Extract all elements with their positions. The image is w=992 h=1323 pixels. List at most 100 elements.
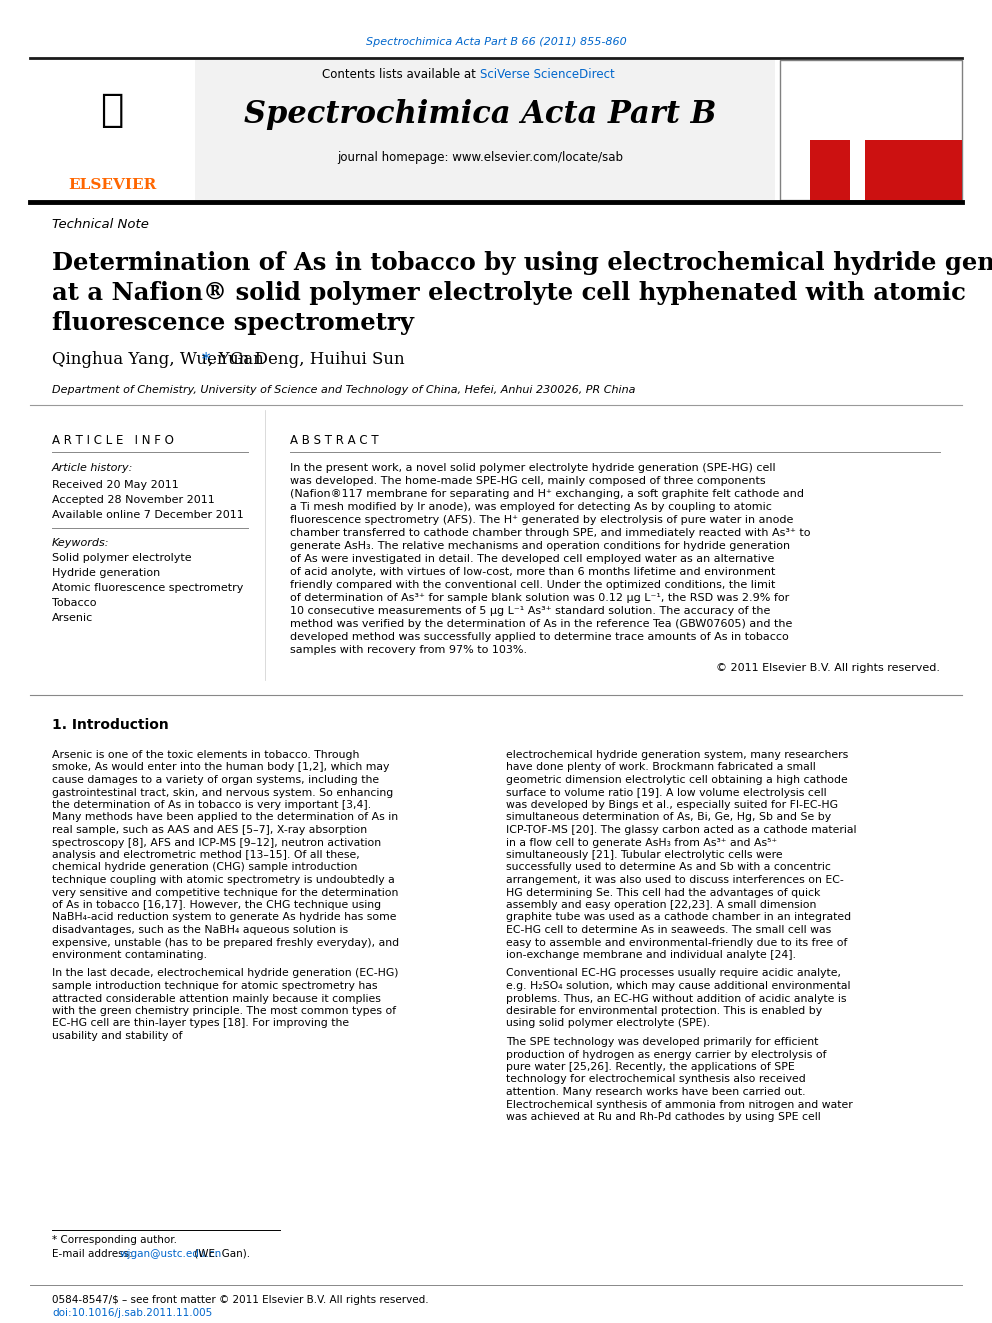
- Text: cause damages to a variety of organ systems, including the: cause damages to a variety of organ syst…: [52, 775, 379, 785]
- Text: (Nafion®117 membrane for separating and H⁺ exchanging, a soft graphite felt cath: (Nafion®117 membrane for separating and …: [290, 490, 804, 499]
- Text: Determination of As in tobacco by using electrochemical hydride generation: Determination of As in tobacco by using …: [52, 251, 992, 275]
- FancyBboxPatch shape: [810, 140, 962, 200]
- Text: Keywords:: Keywords:: [52, 538, 109, 548]
- Text: technique coupling with atomic spectrometry is undoubtedly a: technique coupling with atomic spectrome…: [52, 875, 395, 885]
- Text: a Ti mesh modified by Ir anode), was employed for detecting As by coupling to at: a Ti mesh modified by Ir anode), was emp…: [290, 501, 772, 512]
- Text: HG determining Se. This cell had the advantages of quick: HG determining Se. This cell had the adv…: [506, 888, 820, 897]
- Text: Qinghua Yang, Wuer Gan: Qinghua Yang, Wuer Gan: [52, 352, 269, 369]
- Text: simultaneous determination of As, Bi, Ge, Hg, Sb and Se by: simultaneous determination of As, Bi, Ge…: [506, 812, 831, 823]
- Text: 🌳: 🌳: [100, 91, 124, 130]
- Text: A R T I C L E   I N F O: A R T I C L E I N F O: [52, 434, 174, 446]
- Text: very sensitive and competitive technique for the determination: very sensitive and competitive technique…: [52, 888, 399, 897]
- Text: gastrointestinal tract, skin, and nervous system. So enhancing: gastrointestinal tract, skin, and nervou…: [52, 787, 393, 798]
- Text: 10 consecutive measurements of 5 μg L⁻¹ As³⁺ standard solution. The accuracy of : 10 consecutive measurements of 5 μg L⁻¹ …: [290, 606, 771, 617]
- Text: production of hydrogen as energy carrier by electrolysis of: production of hydrogen as energy carrier…: [506, 1049, 826, 1060]
- Text: chemical hydride generation (CHG) sample introduction: chemical hydride generation (CHG) sample…: [52, 863, 357, 872]
- Text: usability and stability of: usability and stability of: [52, 1031, 183, 1041]
- Text: Spectrochimica Acta Part B 66 (2011) 855-860: Spectrochimica Acta Part B 66 (2011) 855…: [366, 37, 626, 48]
- Text: EC-HG cell to determine As in seaweeds. The small cell was: EC-HG cell to determine As in seaweeds. …: [506, 925, 831, 935]
- Text: Received 20 May 2011: Received 20 May 2011: [52, 480, 179, 490]
- Text: SPECTROCHIMICA
ACTA: SPECTROCHIMICA ACTA: [843, 69, 899, 81]
- Text: method was verified by the determination of As in the reference Tea (GBW07605) a: method was verified by the determination…: [290, 619, 793, 628]
- Text: 0584-8547/$ – see front matter © 2011 Elsevier B.V. All rights reserved.: 0584-8547/$ – see front matter © 2011 El…: [52, 1295, 429, 1304]
- Text: of As were investigated in detail. The developed cell employed water as an alter: of As were investigated in detail. The d…: [290, 554, 775, 564]
- FancyBboxPatch shape: [30, 60, 775, 200]
- Text: , Yun Deng, Huihui Sun: , Yun Deng, Huihui Sun: [208, 352, 405, 369]
- Text: simultaneously [21]. Tubular electrolytic cells were: simultaneously [21]. Tubular electrolyti…: [506, 849, 783, 860]
- Text: in a flow cell to generate AsH₃ from As³⁺ and As⁵⁺: in a flow cell to generate AsH₃ from As³…: [506, 837, 777, 848]
- Text: Arsenic: Arsenic: [52, 613, 93, 623]
- Text: Arsenic is one of the toxic elements in tobacco. Through: Arsenic is one of the toxic elements in …: [52, 750, 359, 759]
- Text: Conventional EC-HG processes usually require acidic analyte,: Conventional EC-HG processes usually req…: [506, 968, 841, 979]
- Text: Atomic fluorescence spectrometry: Atomic fluorescence spectrometry: [52, 583, 243, 593]
- Text: chamber transferred to cathode chamber through SPE, and immediately reacted with: chamber transferred to cathode chamber t…: [290, 528, 810, 538]
- Text: Spectrochimica Acta Part B: Spectrochimica Acta Part B: [244, 99, 716, 131]
- Text: EC-HG cell are thin-layer types [18]. For improving the: EC-HG cell are thin-layer types [18]. Fo…: [52, 1019, 349, 1028]
- Text: wjgan@ustc.edu.cn: wjgan@ustc.edu.cn: [119, 1249, 221, 1259]
- Text: ICP-TOF-MS [20]. The glassy carbon acted as a cathode material: ICP-TOF-MS [20]. The glassy carbon acted…: [506, 826, 856, 835]
- Text: Contents lists available at: Contents lists available at: [322, 69, 480, 82]
- Text: using solid polymer electrolyte (SPE).: using solid polymer electrolyte (SPE).: [506, 1019, 710, 1028]
- Text: SciVerse ScienceDirect: SciVerse ScienceDirect: [480, 69, 615, 82]
- Text: The SPE technology was developed primarily for efficient: The SPE technology was developed primari…: [506, 1037, 818, 1046]
- Text: spectroscopy [8], AFS and ICP-MS [9–12], neutron activation: spectroscopy [8], AFS and ICP-MS [9–12],…: [52, 837, 381, 848]
- Text: *: *: [201, 352, 209, 369]
- Text: Available online 7 December 2011: Available online 7 December 2011: [52, 509, 244, 520]
- Text: friendly compared with the conventional cell. Under the optimized conditions, th: friendly compared with the conventional …: [290, 579, 776, 590]
- Text: * Corresponding author.: * Corresponding author.: [52, 1234, 177, 1245]
- Text: Technical Note: Technical Note: [52, 218, 149, 232]
- FancyBboxPatch shape: [850, 140, 865, 200]
- Text: attracted considerable attention mainly because it complies: attracted considerable attention mainly …: [52, 994, 381, 1004]
- Text: analysis and electrometric method [13–15]. Of all these,: analysis and electrometric method [13–15…: [52, 849, 360, 860]
- Text: 1. Introduction: 1. Introduction: [52, 718, 169, 732]
- Text: doi:10.1016/j.sab.2011.11.005: doi:10.1016/j.sab.2011.11.005: [52, 1308, 212, 1318]
- Text: generate AsH₃. The relative mechanisms and operation conditions for hydride gene: generate AsH₃. The relative mechanisms a…: [290, 541, 790, 550]
- Text: (WE. Gan).: (WE. Gan).: [190, 1249, 250, 1259]
- Text: desirable for environmental protection. This is enabled by: desirable for environmental protection. …: [506, 1005, 822, 1016]
- Text: journal homepage: www.elsevier.com/locate/sab: journal homepage: www.elsevier.com/locat…: [337, 152, 623, 164]
- Text: attention. Many research works have been carried out.: attention. Many research works have been…: [506, 1088, 806, 1097]
- Text: geometric dimension electrolytic cell obtaining a high cathode: geometric dimension electrolytic cell ob…: [506, 775, 848, 785]
- Text: real sample, such as AAS and AES [5–7], X-ray absorption: real sample, such as AAS and AES [5–7], …: [52, 826, 367, 835]
- Text: was developed by Bings et al., especially suited for FI-EC-HG: was developed by Bings et al., especiall…: [506, 800, 838, 810]
- Text: of determination of As³⁺ for sample blank solution was 0.12 μg L⁻¹, the RSD was : of determination of As³⁺ for sample blan…: [290, 593, 790, 603]
- Text: e.g. H₂SO₄ solution, which may cause additional environmental: e.g. H₂SO₄ solution, which may cause add…: [506, 980, 850, 991]
- Text: environment contaminating.: environment contaminating.: [52, 950, 207, 960]
- Text: successfully used to determine As and Sb with a concentric: successfully used to determine As and Sb…: [506, 863, 831, 872]
- Text: Electrochemical synthesis of ammonia from nitrogen and water: Electrochemical synthesis of ammonia fro…: [506, 1099, 853, 1110]
- Text: Tobacco: Tobacco: [52, 598, 96, 609]
- Text: easy to assemble and environmental-friendly due to its free of: easy to assemble and environmental-frien…: [506, 938, 847, 947]
- Text: arrangement, it was also used to discuss interferences on EC-: arrangement, it was also used to discuss…: [506, 875, 844, 885]
- Text: disadvantages, such as the NaBH₄ aqueous solution is: disadvantages, such as the NaBH₄ aqueous…: [52, 925, 348, 935]
- Text: the determination of As in tobacco is very important [3,4].: the determination of As in tobacco is ve…: [52, 800, 371, 810]
- Text: graphite tube was used as a cathode chamber in an integrated: graphite tube was used as a cathode cham…: [506, 913, 851, 922]
- FancyBboxPatch shape: [30, 60, 195, 200]
- Text: In the present work, a novel solid polymer electrolyte hydride generation (SPE-H: In the present work, a novel solid polym…: [290, 463, 776, 474]
- Text: technology for electrochemical synthesis also received: technology for electrochemical synthesis…: [506, 1074, 806, 1085]
- Text: smoke, As would enter into the human body [1,2], which may: smoke, As would enter into the human bod…: [52, 762, 390, 773]
- Text: NaBH₄-acid reduction system to generate As hydride has some: NaBH₄-acid reduction system to generate …: [52, 913, 397, 922]
- FancyBboxPatch shape: [780, 60, 962, 200]
- Text: was achieved at Ru and Rh-Pd cathodes by using SPE cell: was achieved at Ru and Rh-Pd cathodes by…: [506, 1113, 820, 1122]
- Text: Many methods have been applied to the determination of As in: Many methods have been applied to the de…: [52, 812, 398, 823]
- Text: of As in tobacco [16,17]. However, the CHG technique using: of As in tobacco [16,17]. However, the C…: [52, 900, 381, 910]
- Text: © 2011 Elsevier B.V. All rights reserved.: © 2011 Elsevier B.V. All rights reserved…: [716, 663, 940, 673]
- Text: Hydride generation: Hydride generation: [52, 568, 161, 578]
- Text: surface to volume ratio [19]. A low volume electrolysis cell: surface to volume ratio [19]. A low volu…: [506, 787, 826, 798]
- Text: samples with recovery from 97% to 103%.: samples with recovery from 97% to 103%.: [290, 646, 527, 655]
- Text: Solid polymer electrolyte: Solid polymer electrolyte: [52, 553, 191, 564]
- Text: A B S T R A C T: A B S T R A C T: [290, 434, 379, 446]
- Text: was developed. The home-made SPE-HG cell, mainly composed of three components: was developed. The home-made SPE-HG cell…: [290, 476, 766, 486]
- Text: In the last decade, electrochemical hydride generation (EC-HG): In the last decade, electrochemical hydr…: [52, 968, 399, 979]
- Text: developed method was successfully applied to determine trace amounts of As in to: developed method was successfully applie…: [290, 632, 789, 642]
- Text: E-mail address:: E-mail address:: [52, 1249, 136, 1259]
- Text: electrochemical hydride generation system, many researchers: electrochemical hydride generation syste…: [506, 750, 848, 759]
- Text: fluorescence spectrometry: fluorescence spectrometry: [52, 311, 414, 335]
- Text: have done plenty of work. Brockmann fabricated a small: have done plenty of work. Brockmann fabr…: [506, 762, 815, 773]
- Text: Article history:: Article history:: [52, 463, 133, 474]
- Text: with the green chemistry principle. The most common types of: with the green chemistry principle. The …: [52, 1005, 396, 1016]
- Text: pure water [25,26]. Recently, the applications of SPE: pure water [25,26]. Recently, the applic…: [506, 1062, 795, 1072]
- Text: ELSEVIER: ELSEVIER: [67, 179, 156, 192]
- Text: Accepted 28 November 2011: Accepted 28 November 2011: [52, 495, 214, 505]
- Text: problems. Thus, an EC-HG without addition of acidic analyte is: problems. Thus, an EC-HG without additio…: [506, 994, 846, 1004]
